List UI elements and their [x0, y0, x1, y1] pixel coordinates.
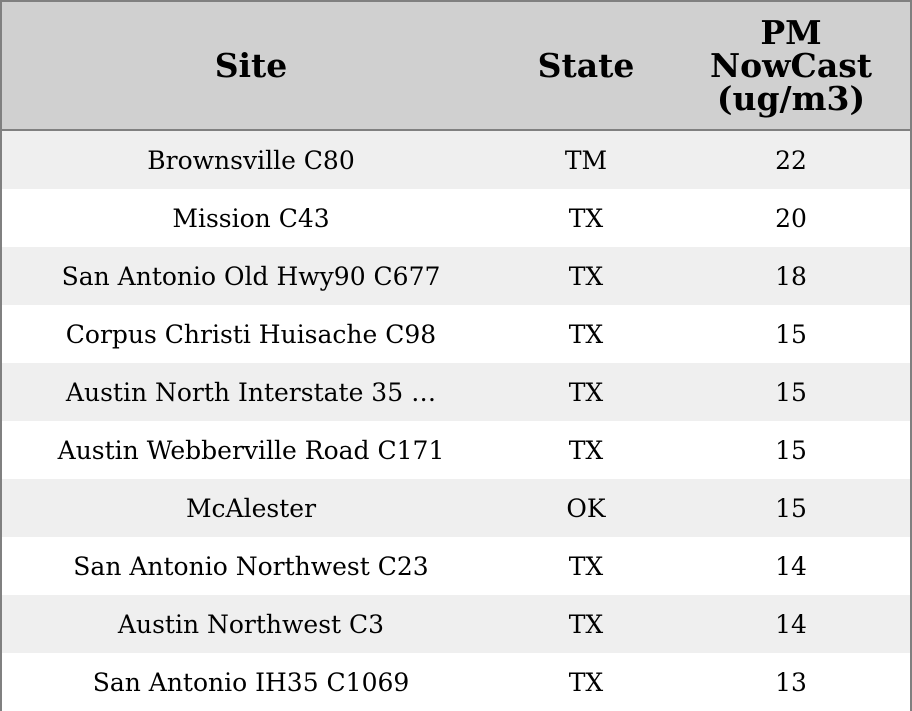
cell-site: San Antonio Northwest C23 [73, 551, 429, 581]
header-site-lines: Site [215, 49, 288, 82]
header-state-line: State [537, 46, 635, 85]
table-row: San Antonio Old Hwy90 C677 TX 18 [2, 247, 910, 305]
cell-pm-nowcast: 20 [775, 203, 807, 233]
header-state: State [500, 2, 672, 129]
header-site: Site [2, 2, 500, 129]
header-state-lines: State [538, 49, 635, 82]
header-pm-line-2: NowCast [709, 46, 873, 85]
cell-site: Brownsville C80 [147, 145, 355, 175]
table-row: Mission C43 TX 20 [2, 189, 910, 247]
cell-state: TX [568, 667, 604, 697]
cell-site: Austin Northwest C3 [117, 609, 385, 639]
cell-pm-nowcast: 13 [775, 667, 807, 697]
cell-state: TX [568, 435, 604, 465]
table-row: McAlester OK 15 [2, 479, 910, 537]
cell-site: Corpus Christi Huisache C98 [65, 319, 437, 349]
table-row: Austin North Interstate 35 … TX 15 [2, 363, 910, 421]
cell-pm-nowcast: 18 [775, 261, 807, 291]
cell-pm-nowcast: 22 [775, 145, 807, 175]
table-row: Corpus Christi Huisache C98 TX 15 [2, 305, 910, 363]
header-pm-line-3: (ug/m3) [716, 79, 866, 118]
cell-state: TX [568, 551, 604, 581]
cell-state: TX [568, 609, 604, 639]
cell-pm-nowcast: 14 [775, 551, 807, 581]
cell-site: McAlester [185, 493, 317, 523]
cell-site: San Antonio IH35 C1069 [92, 667, 410, 697]
cell-site: San Antonio Old Hwy90 C677 [61, 261, 441, 291]
table-row: San Antonio Northwest C23 TX 14 [2, 537, 910, 595]
table-row: Austin Webberville Road C171 TX 15 [2, 421, 910, 479]
cell-site: Austin North Interstate 35 … [65, 377, 437, 407]
cell-pm-nowcast: 15 [775, 493, 807, 523]
cell-pm-nowcast: 15 [775, 319, 807, 349]
table-row: Austin Northwest C3 TX 14 [2, 595, 910, 653]
header-pm-nowcast: PM NowCast (ug/m3) [672, 2, 910, 129]
cell-state: TX [568, 319, 604, 349]
table-row: Brownsville C80 TM 22 [2, 131, 910, 189]
cell-state: TX [568, 377, 604, 407]
header-pm-lines: PM NowCast (ug/m3) [710, 16, 872, 115]
cell-pm-nowcast: 15 [775, 435, 807, 465]
cell-site: Austin Webberville Road C171 [57, 435, 445, 465]
cell-state: TX [568, 203, 604, 233]
table-body: Brownsville C80 TM 22 Mission C43 TX 20 San An… [2, 131, 910, 711]
cell-state: TX [568, 261, 604, 291]
cell-state: TM [564, 145, 608, 175]
cell-state: OK [566, 493, 606, 523]
table-row: San Antonio IH35 C1069 TX 13 [2, 653, 910, 711]
header-site-line: Site [214, 46, 288, 85]
header-pm-line-1: PM [760, 13, 822, 52]
cell-pm-nowcast: 15 [775, 377, 807, 407]
table-header: Site State PM NowCast (ug/m3) [2, 2, 910, 131]
cell-pm-nowcast: 14 [775, 609, 807, 639]
cell-site: Mission C43 [172, 203, 330, 233]
